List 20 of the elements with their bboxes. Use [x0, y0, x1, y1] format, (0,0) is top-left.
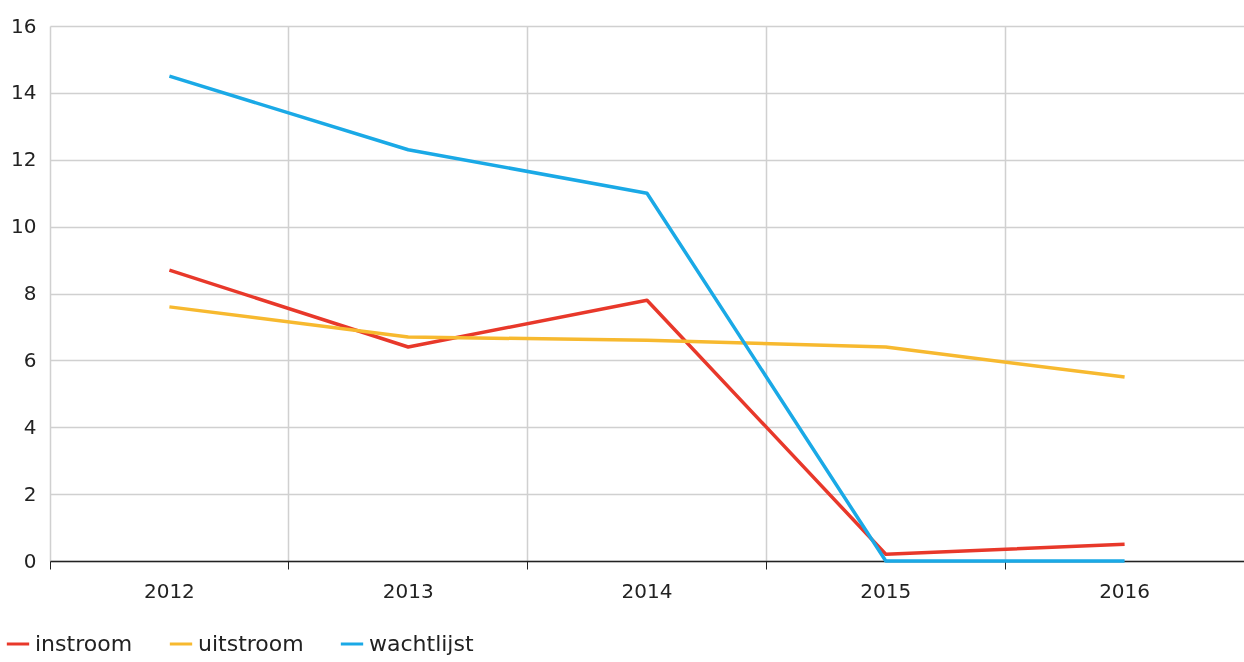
y-tick-label: 4	[23, 414, 37, 439]
line-series	[167, 305, 1127, 379]
y-tick-label: 12	[11, 147, 37, 172]
line-series	[167, 74, 1127, 563]
x-tick-label: 2015	[860, 578, 912, 603]
y-tick-label: 0	[23, 548, 37, 573]
y-tick-label: 10	[11, 214, 37, 239]
x-tick-label: 2012	[143, 578, 195, 603]
x-tick-label: 2013	[382, 578, 434, 603]
y-tick-label: 8	[23, 281, 37, 305]
x-tick-label: 2016	[1099, 578, 1151, 603]
legend-label: instroom	[35, 631, 133, 656]
x-tick-label: 2014	[621, 578, 673, 603]
line-series	[167, 268, 1127, 557]
legend-label: wachtlijst	[369, 631, 474, 656]
y-tick-label: 14	[11, 80, 37, 105]
y-tick-label: 6	[23, 347, 37, 372]
y-tick-label: 2	[23, 481, 37, 506]
y-tick-label: 16	[11, 13, 37, 38]
legend-label: uitstroom	[198, 631, 304, 656]
